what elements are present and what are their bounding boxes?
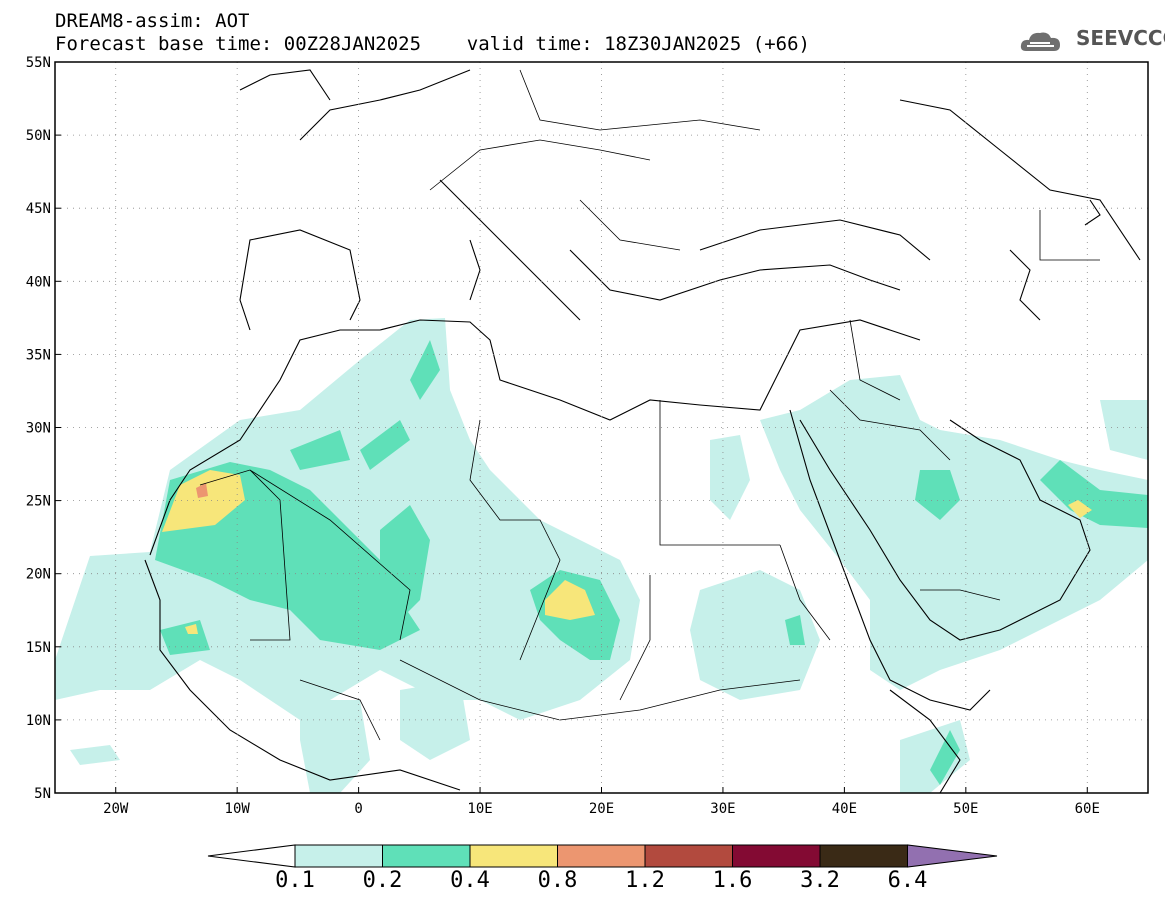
aot-0.1-0.2-regions	[55, 318, 1148, 793]
lat-tick-label: 5N	[34, 786, 51, 802]
colorbar-level-label: 0.2	[362, 868, 403, 893]
lon-tick-label: 10W	[225, 801, 251, 817]
lat-tick-label: 55N	[26, 55, 51, 71]
lon-tick-label: 0	[354, 801, 362, 817]
colorbar-box	[469, 844, 558, 868]
colorbar-box	[644, 844, 733, 868]
lon-tick-label: 60E	[1075, 801, 1100, 817]
colorbar-box	[557, 844, 646, 868]
map-title: DREAM8-assim: AOT	[55, 10, 250, 32]
colorbar-box	[819, 844, 908, 868]
colorbar-level-label: 0.8	[537, 868, 578, 893]
logo-text: SEEVCCC	[1076, 26, 1165, 50]
forecast-time-line: Forecast base time: 00Z28JAN2025 valid t…	[55, 33, 810, 55]
colorbar-level-label: 0.1	[275, 868, 315, 893]
lat-tick-label: 40N	[26, 274, 51, 290]
colorbar-level-label: 1.6	[712, 868, 753, 893]
aot-0.4-0.8-regions	[162, 470, 1092, 634]
colorbar-high-triangle	[907, 844, 998, 868]
colorbar-level-label: 0.4	[450, 868, 490, 893]
lat-tick-label: 25N	[26, 494, 51, 510]
lon-tick-label: 40E	[832, 801, 857, 817]
colorbar-box	[294, 844, 383, 868]
country-borders	[199, 69, 1100, 741]
lon-tick-label: 10E	[467, 801, 492, 817]
lat-tick-label: 35N	[26, 347, 51, 363]
lat-tick-label: 45N	[26, 201, 51, 217]
lat-tick-label: 10N	[26, 713, 51, 729]
colorbar-level-label: 3.2	[800, 868, 840, 893]
colorbar-box	[382, 844, 471, 868]
colorbar-level-label: 6.4	[887, 868, 928, 893]
lat-tick-label: 50N	[26, 128, 51, 144]
lat-tick-label: 30N	[26, 421, 51, 437]
coastlines	[144, 69, 1141, 793]
lon-tick-label: 30E	[710, 801, 735, 817]
graticule-grid	[55, 62, 1148, 793]
colorbar-low-triangle	[207, 844, 296, 868]
aot-field	[55, 69, 1148, 793]
seevccc-logo-icon	[1020, 32, 1060, 51]
colorbar-level-label: 1.2	[625, 868, 665, 893]
lon-tick-label: 20E	[589, 801, 614, 817]
lon-tick-label: 50E	[953, 801, 978, 817]
colorbar	[207, 844, 998, 868]
lon-tick-label: 20W	[103, 801, 129, 817]
lat-tick-label: 15N	[26, 640, 51, 656]
colorbar-box	[732, 844, 821, 868]
lat-tick-label: 20N	[26, 567, 51, 583]
aot-0.8-1.2-regions	[196, 483, 208, 498]
